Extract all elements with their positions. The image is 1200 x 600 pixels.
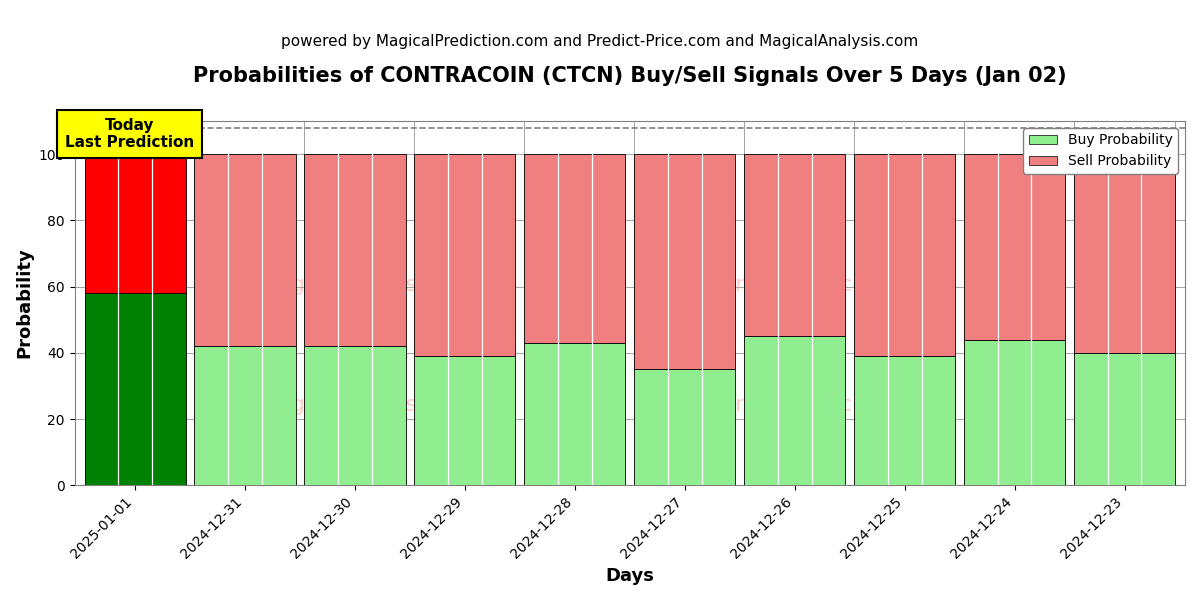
Bar (414, 154, 516, 356)
Text: Today
Last Prediction: Today Last Prediction (65, 118, 194, 151)
Bar (744, 336, 845, 485)
Bar (524, 343, 625, 485)
Text: powered by MagicalPrediction.com and Predict-Price.com and MagicalAnalysis.com: powered by MagicalPrediction.com and Pre… (281, 34, 919, 49)
Bar (964, 340, 1066, 485)
Legend: Buy Probability, Sell Probability: Buy Probability, Sell Probability (1024, 128, 1178, 174)
Bar (1074, 154, 1175, 353)
Bar (194, 346, 295, 485)
Text: MagicalAnalysis.com: MagicalAnalysis.com (259, 275, 491, 295)
Text: MagicalPrediction.com: MagicalPrediction.com (638, 275, 888, 295)
Bar (744, 154, 845, 336)
Title: Probabilities of CONTRACOIN (CTCN) Buy/Sell Signals Over 5 Days (Jan 02): Probabilities of CONTRACOIN (CTCN) Buy/S… (193, 66, 1067, 86)
Bar (414, 356, 516, 485)
Bar (305, 154, 406, 346)
Text: MagicalPrediction.com: MagicalPrediction.com (638, 395, 888, 415)
Bar (84, 154, 186, 293)
Bar (524, 154, 625, 343)
Bar (84, 293, 186, 485)
Bar (194, 154, 295, 346)
Bar (964, 154, 1066, 340)
X-axis label: Days: Days (605, 567, 654, 585)
Bar (854, 154, 955, 356)
Bar (635, 370, 736, 485)
Bar (854, 356, 955, 485)
Y-axis label: Probability: Probability (16, 248, 34, 358)
Bar (1074, 353, 1175, 485)
Bar (305, 346, 406, 485)
Text: MagicalAnalysis.com: MagicalAnalysis.com (259, 395, 491, 415)
Bar (635, 154, 736, 370)
